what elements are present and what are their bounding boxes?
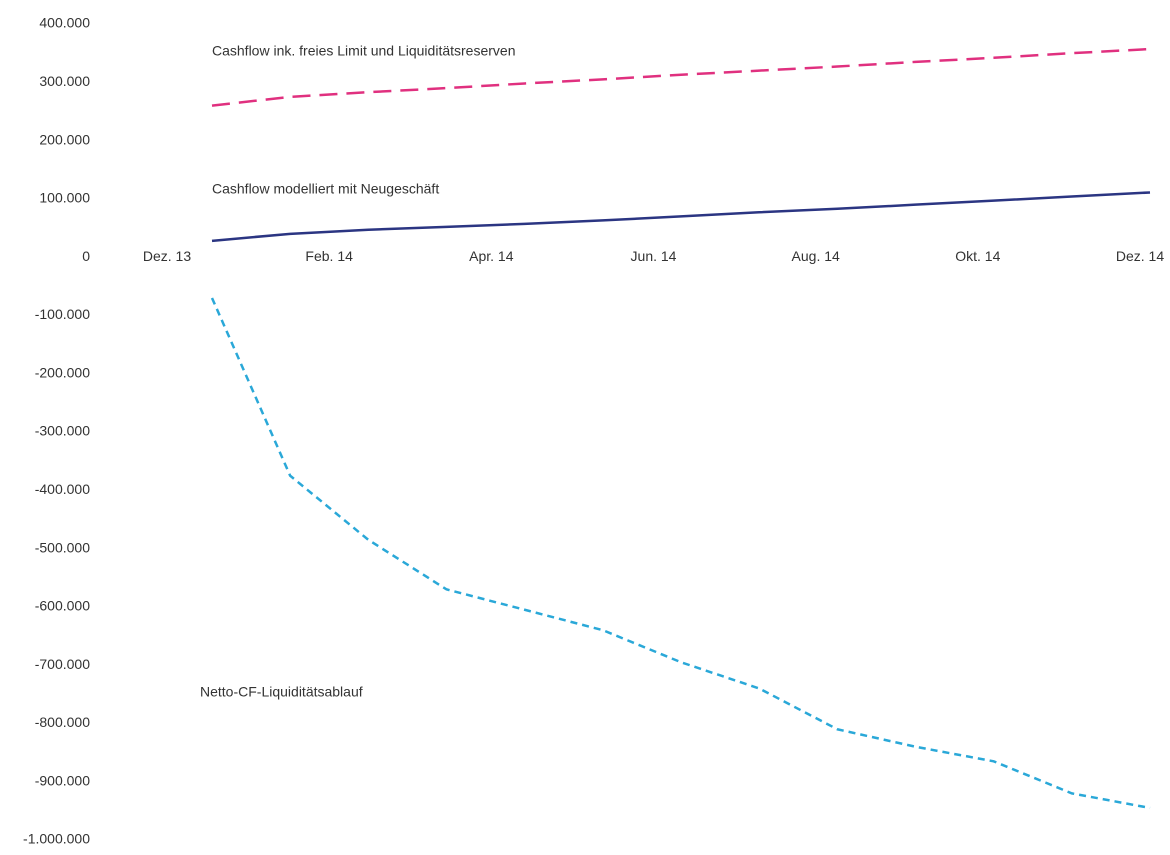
y-tick-label: 0 [82, 248, 90, 264]
series-label: Cashflow modelliert mit Neugeschäft [212, 181, 439, 197]
x-tick-label: Feb. 14 [305, 248, 353, 264]
y-tick-label: -1.000.000 [23, 831, 90, 847]
y-tick-label: -500.000 [35, 539, 90, 555]
series-label: Cashflow ink. freies Limit und Liquiditä… [212, 43, 515, 59]
x-tick-label: Apr. 14 [469, 248, 514, 264]
x-tick-label: Jun. 14 [631, 248, 677, 264]
x-tick-label: Aug. 14 [792, 248, 840, 264]
series-line [211, 47, 1151, 107]
y-tick-label: -200.000 [35, 364, 90, 380]
y-tick-label: 100.000 [39, 190, 90, 206]
y-tick-label: -300.000 [35, 423, 90, 439]
y-tick-label: -600.000 [35, 598, 90, 614]
y-tick-label: -400.000 [35, 481, 90, 497]
y-tick-label: -700.000 [35, 656, 90, 672]
series-line [211, 191, 1151, 243]
x-tick-label: Dez. 13 [143, 248, 191, 264]
y-tick-label: -800.000 [35, 714, 90, 730]
x-tick-label: Dez. 14 [1116, 248, 1164, 264]
y-tick-label: 200.000 [39, 131, 90, 147]
y-tick-label: -900.000 [35, 772, 90, 788]
x-tick-label: Okt. 14 [955, 248, 1000, 264]
series-label: Netto-CF-Liquiditätsablauf [200, 684, 363, 700]
y-tick-label: 300.000 [39, 73, 90, 89]
series-line [210, 297, 1151, 810]
y-tick-label: 400.000 [39, 15, 90, 31]
y-tick-label: -100.000 [35, 306, 90, 322]
